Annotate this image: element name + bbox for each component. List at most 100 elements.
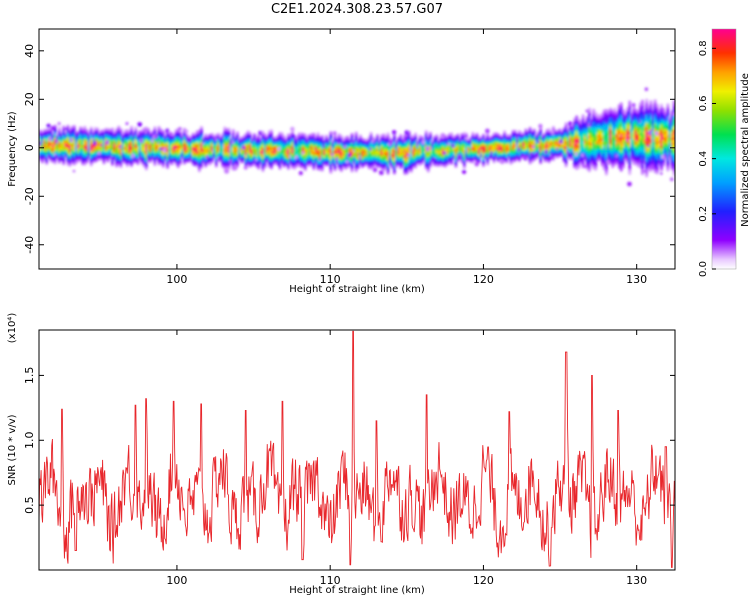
heatmap-cell (130, 159, 133, 162)
heatmap-cell (170, 161, 174, 163)
heatmap-cell (251, 163, 254, 166)
heatmap-cell (352, 145, 356, 148)
heatmap-cell (270, 131, 273, 134)
heatmap-cell (280, 142, 284, 145)
heatmap-cell (274, 147, 278, 149)
heatmap-cell (329, 142, 333, 145)
heatmap-cell (115, 147, 119, 150)
heatmap-cell (145, 135, 148, 138)
heatmap-cell (212, 155, 216, 158)
heatmap-cell (267, 153, 271, 155)
heatmap-cell (195, 154, 199, 157)
heatmap-cell (115, 132, 119, 135)
heatmap-cell (121, 135, 125, 138)
heatmap-cell (229, 155, 233, 157)
heatmap-cell (60, 148, 63, 151)
heatmap-cell (212, 136, 216, 138)
heatmap-cell (214, 156, 218, 158)
heatmap-cell (68, 132, 72, 135)
heatmap-cell (72, 142, 76, 145)
heatmap-cell (94, 153, 97, 156)
heatmap-cell (151, 137, 155, 140)
heatmap-cell (191, 164, 195, 166)
heatmap-cell (221, 140, 225, 143)
heatmap-cell (217, 133, 220, 136)
heatmap-cell (68, 144, 72, 147)
heatmap-cell (174, 135, 178, 138)
heatmap-cell (323, 138, 326, 140)
heatmap-cell (299, 132, 303, 135)
heatmap-speckle (298, 171, 303, 176)
heatmap-cell (58, 142, 61, 145)
heatmap-cell (304, 165, 307, 168)
heatmap-cell (267, 145, 271, 148)
heatmap-cell (246, 130, 250, 133)
heatmap-cell (278, 137, 282, 140)
heatmap-cell (318, 156, 322, 159)
heatmap-cell (195, 146, 199, 148)
heatmap-cell (242, 154, 246, 156)
heatmap-cell (350, 138, 354, 141)
heatmap-cell (284, 161, 288, 164)
heatmap-cell (344, 167, 347, 170)
heatmap-cell (357, 148, 360, 150)
heatmap-cell (257, 159, 261, 162)
heatmap-cell (106, 135, 110, 138)
heatmap-cell (176, 140, 180, 143)
heatmap-cell (229, 149, 233, 151)
heatmap-cell (259, 145, 263, 147)
heatmap-cell (147, 141, 150, 144)
heatmap-cell (41, 139, 44, 142)
heatmap-cell (39, 145, 42, 148)
heatmap-cell (308, 154, 311, 157)
heatmap-cell (191, 155, 195, 158)
heatmap-cell (316, 137, 320, 140)
heatmap-cell (79, 137, 82, 140)
heatmap-cell (195, 147, 199, 150)
heatmap-cell (98, 135, 102, 138)
heatmap-cell (53, 148, 57, 151)
heatmap-cell (246, 153, 250, 156)
heatmap-cell (94, 135, 97, 138)
heatmap-cell (142, 131, 146, 134)
heatmap-cell (60, 139, 63, 142)
heatmap-cell (111, 155, 114, 158)
heatmap-cell (304, 167, 307, 170)
heatmap-cell (81, 134, 85, 137)
heatmap-cell (270, 152, 273, 155)
heatmap-cell (306, 143, 309, 146)
heatmap-cell (113, 152, 116, 155)
heatmap-cell (159, 155, 163, 158)
heatmap-cell (125, 158, 129, 161)
heatmap-cell (234, 137, 237, 140)
heatmap-cell (39, 154, 42, 157)
heatmap-cell (60, 149, 63, 152)
heatmap-cell (221, 141, 225, 144)
heatmap-cell (259, 140, 263, 142)
heatmap-cell (198, 157, 201, 160)
heatmap-cell (136, 142, 140, 145)
heatmap-cell (117, 132, 121, 135)
heatmap-cell (318, 149, 322, 152)
heatmap-cell (335, 144, 339, 146)
heatmap-cell (223, 156, 227, 159)
heatmap-cell (172, 147, 176, 149)
heatmap-cell (106, 132, 110, 135)
heatmap-cell (187, 136, 191, 138)
heatmap-cell (223, 165, 227, 168)
heatmap-cell (168, 150, 172, 152)
heatmap-cell (193, 140, 197, 143)
heatmap-cell (335, 160, 339, 163)
heatmap-cell (45, 161, 49, 164)
heatmap-cell (357, 143, 360, 146)
heatmap-cell (85, 130, 89, 133)
heatmap-cell (140, 133, 144, 135)
heatmap-cell (210, 133, 214, 136)
heatmap-cell (337, 148, 341, 150)
heatmap-cell (251, 164, 254, 167)
heatmap-cell (263, 136, 267, 139)
heatmap-cell (185, 154, 188, 157)
heatmap-cell (123, 148, 127, 150)
heatmap-cell (125, 145, 129, 147)
heatmap-cell (183, 155, 186, 158)
